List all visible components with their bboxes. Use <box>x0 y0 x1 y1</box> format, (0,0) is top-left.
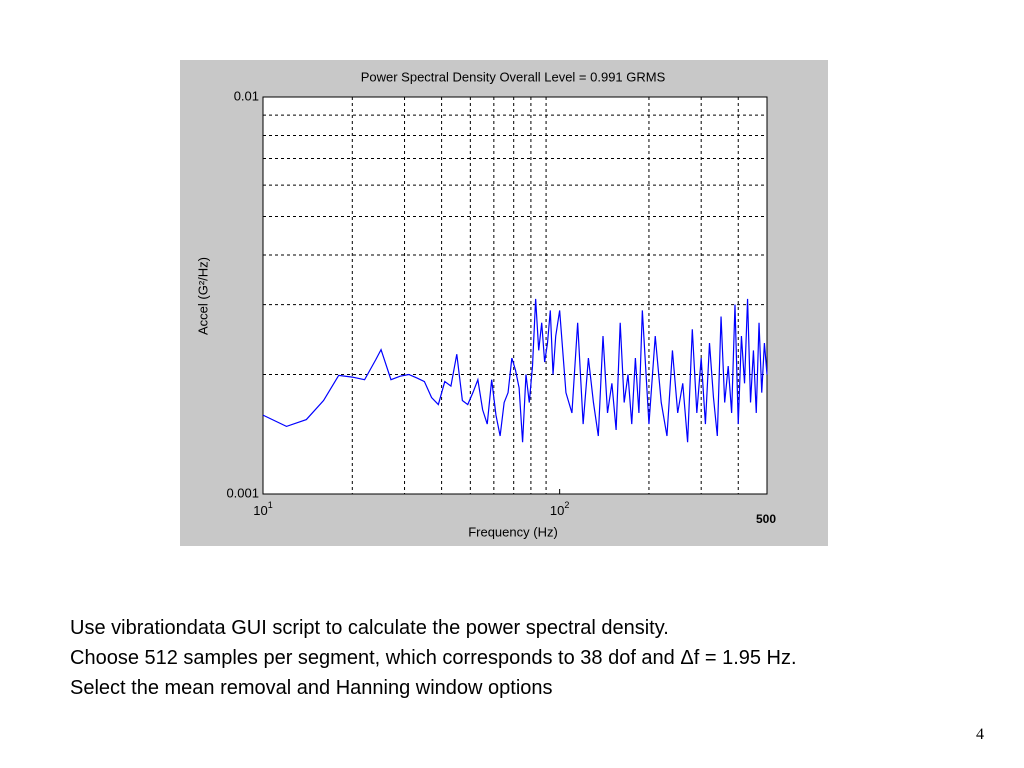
y-tick-label: 0.01 <box>234 88 259 103</box>
slide-text: Choose 512 samples per segment, which co… <box>70 647 797 669</box>
slide-text: Select the mean removal and Hanning wind… <box>70 677 553 699</box>
slide-text: Use vibrationdata GUI script to calculat… <box>70 617 669 639</box>
page-number: 4 <box>976 726 984 743</box>
y-tick-label: 0.001 <box>226 485 259 500</box>
chart-title: Power Spectral Density Overall Level = 0… <box>361 69 666 84</box>
x-tick-label: 101 <box>253 500 272 518</box>
x-tick-exponent: 1 <box>268 500 273 510</box>
annotation: 500 <box>756 512 776 526</box>
x-tick-label: 102 <box>550 500 569 518</box>
y-axis-label: Accel (G²/Hz) <box>195 257 210 335</box>
x-axis-label: Frequency (Hz) <box>468 524 558 539</box>
psd-line <box>262 298 768 443</box>
x-tick-base: 10 <box>550 503 564 518</box>
plot-area <box>262 96 768 495</box>
x-tick-base: 10 <box>253 503 267 518</box>
x-tick-exponent: 2 <box>564 500 569 510</box>
